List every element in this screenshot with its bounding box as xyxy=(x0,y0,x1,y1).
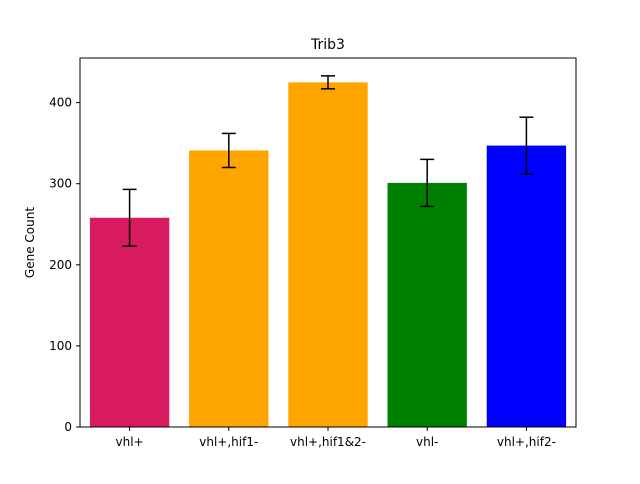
chart-title: Trib3 xyxy=(310,37,345,53)
x-tick-label-1: vhl+,hif1- xyxy=(199,435,258,449)
x-tick-label-2: vhl+,hif1&2- xyxy=(290,435,366,449)
y-tick-label-3: 300 xyxy=(49,177,72,191)
bars-group xyxy=(89,82,567,428)
bar-2 xyxy=(288,82,368,427)
error-bars-group xyxy=(122,75,534,247)
x-tick-label-4: vhl+,hif2- xyxy=(497,435,556,449)
y-tick-label-1: 100 xyxy=(49,339,72,353)
x-tick-label-0: vhl+ xyxy=(116,435,144,449)
x-axis: vhl+ vhl+,hif1- vhl+,hif1&2- vhl-vhl+,hif2- xyxy=(116,427,556,449)
y-axis: 0 100 200 300 400 xyxy=(49,96,80,434)
y-tick-label-0: 0 xyxy=(64,420,72,434)
y-tick-label-2: 200 xyxy=(49,258,72,272)
bar-4 xyxy=(486,145,567,428)
y-axis-label: Gene Count xyxy=(23,207,37,278)
bar-0 xyxy=(89,217,170,427)
bar-3 xyxy=(387,182,467,427)
bar-1 xyxy=(189,150,269,427)
y-tick-label-4: 400 xyxy=(49,96,72,110)
x-tick-label-3: vhl- xyxy=(416,435,438,449)
